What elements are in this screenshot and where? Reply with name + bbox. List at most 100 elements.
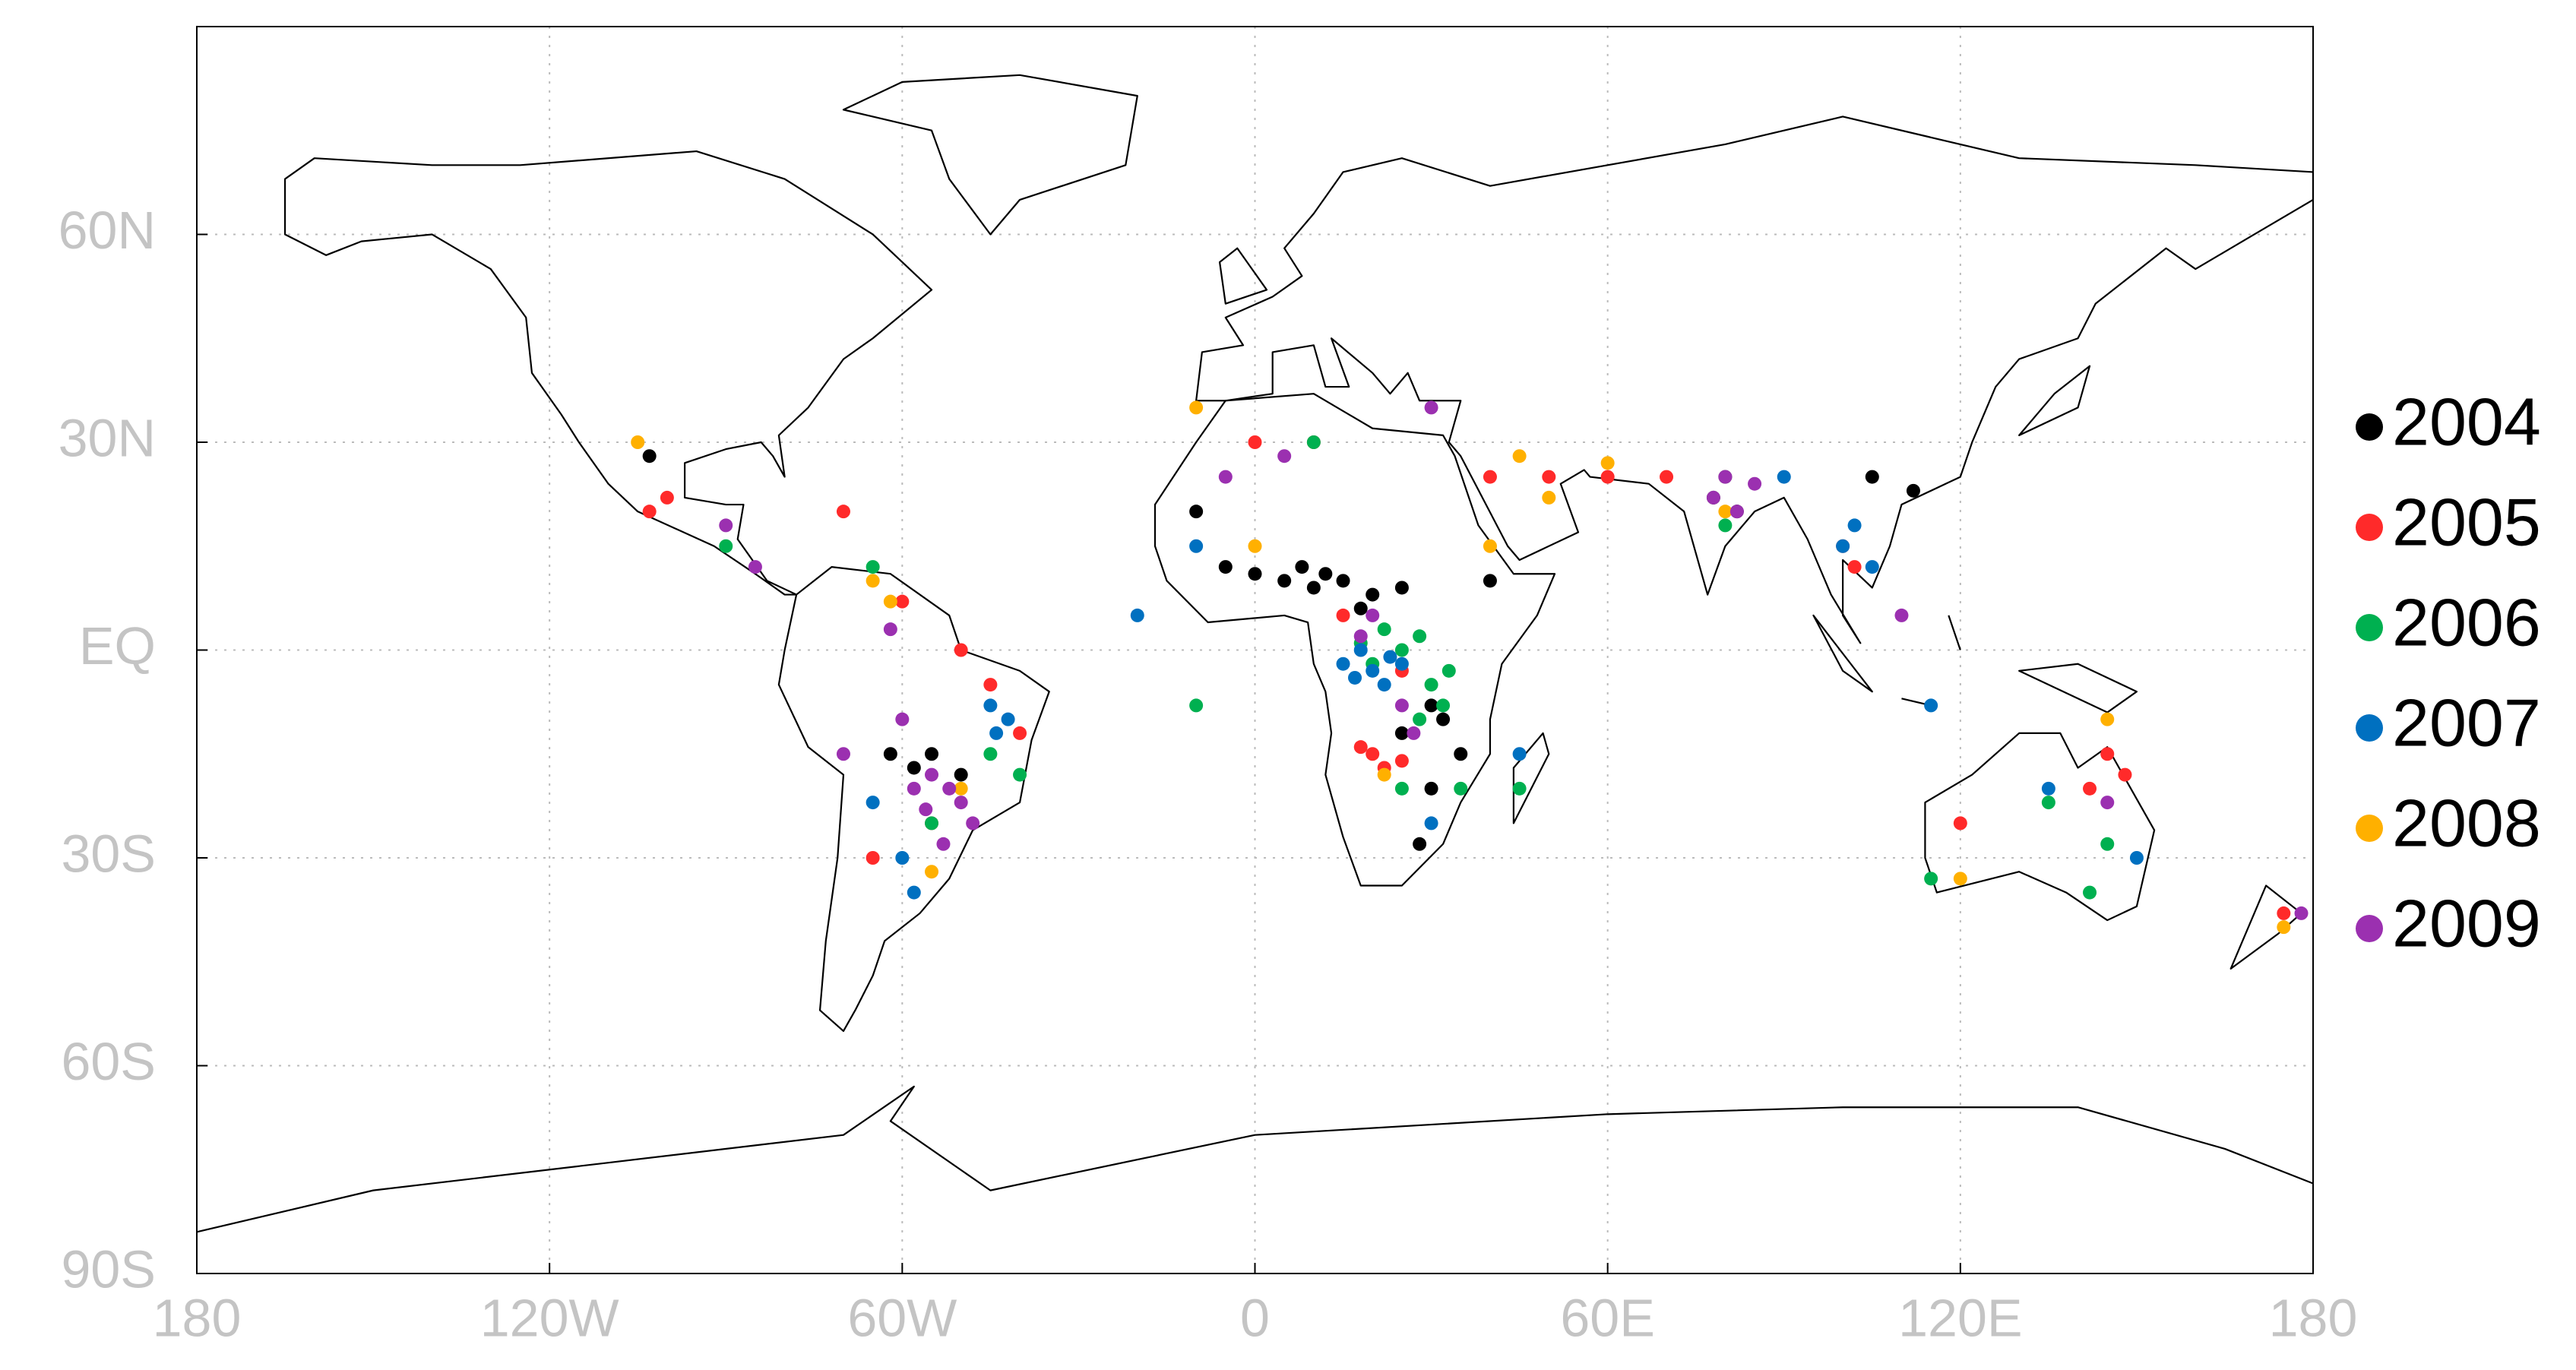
data-point (1718, 470, 1733, 484)
data-point (1366, 663, 1380, 678)
data-point (1454, 781, 1468, 796)
data-point (631, 435, 645, 449)
data-point (1894, 608, 1909, 622)
data-point (1413, 629, 1427, 644)
data-point (1718, 518, 1733, 533)
data-point (642, 449, 657, 464)
data-point (1407, 726, 1421, 740)
data-point (1512, 747, 1527, 761)
data-point (866, 851, 880, 865)
data-point (907, 885, 921, 900)
legend-marker (2356, 413, 2383, 441)
data-point (1001, 712, 1015, 726)
data-point (907, 781, 921, 796)
data-point (983, 747, 998, 761)
legend: 2004 2005 2006 2007 2008 2009 (2356, 384, 2541, 960)
data-point (883, 747, 897, 761)
legend-marker (2356, 714, 2383, 742)
data-point (895, 851, 910, 865)
data-point (2100, 712, 2115, 726)
data-point (1189, 505, 1204, 519)
data-point (1277, 449, 1292, 464)
data-point (907, 761, 921, 775)
eurasia (1196, 116, 2313, 643)
legend-marker (2356, 514, 2383, 541)
data-point (1366, 608, 1380, 622)
data-point (1600, 470, 1615, 484)
greenland (843, 75, 1138, 235)
data-point (1013, 726, 1027, 740)
data-point (1542, 490, 1556, 505)
legend-marker (2356, 815, 2383, 842)
data-point (719, 518, 733, 533)
data-point (2294, 906, 2309, 920)
data-point (954, 767, 968, 782)
y-tick-label: 60N (59, 201, 156, 260)
data-point (1394, 643, 1409, 657)
data-point (1542, 470, 1556, 484)
data-point (1353, 601, 1368, 615)
data-point (1424, 816, 1438, 831)
data-point (925, 747, 939, 761)
data-point (925, 816, 939, 831)
data-point (1394, 726, 1409, 740)
data-point (1394, 698, 1409, 713)
data-point (1865, 470, 1879, 484)
south-america (779, 567, 1049, 1031)
data-point (1600, 456, 1615, 470)
data-point (954, 643, 968, 657)
data-point (1130, 608, 1144, 622)
x-tick-label: 60E (1560, 1288, 1655, 1347)
data-point (936, 837, 951, 851)
data-point (642, 505, 657, 519)
data-point (1353, 740, 1368, 755)
legend-label: 2005 (2392, 484, 2541, 559)
data-point (1413, 712, 1427, 726)
data-point (1248, 567, 1262, 581)
data-point (866, 574, 880, 588)
data-point (1924, 698, 1938, 713)
data-point (1383, 650, 1397, 664)
points (631, 400, 2309, 935)
data-point (1424, 678, 1438, 692)
data-point (1248, 435, 1262, 449)
y-tick-label: 60S (61, 1032, 156, 1091)
data-point (1906, 483, 1920, 498)
data-point (1953, 872, 1967, 886)
data-point (1847, 560, 1862, 574)
coastlines (197, 75, 2313, 1232)
data-point (1189, 400, 1204, 415)
data-point (660, 490, 674, 505)
data-point (1865, 560, 1879, 574)
data-point (1277, 574, 1292, 588)
data-point (866, 560, 880, 574)
data-point (1394, 754, 1409, 768)
data-point (1306, 581, 1321, 595)
data-point (1189, 698, 1204, 713)
data-point (1777, 470, 1791, 484)
data-point (1729, 505, 1744, 519)
data-point (1660, 470, 1674, 484)
data-point (1424, 400, 1438, 415)
data-point (2277, 906, 2291, 920)
legend-marker (2356, 614, 2383, 641)
data-point (1295, 560, 1309, 574)
data-point (2041, 781, 2055, 796)
data-point (919, 802, 933, 817)
australia (1925, 733, 2154, 920)
data-point (2083, 885, 2097, 900)
islands (1220, 248, 2301, 969)
data-point (1306, 435, 1321, 449)
data-point (2129, 851, 2144, 865)
data-point (836, 505, 850, 519)
grid (196, 27, 2314, 1274)
data-point (1483, 574, 1497, 588)
data-point (1953, 816, 1967, 831)
data-point (1483, 539, 1497, 553)
data-point (983, 678, 998, 692)
x-tick-label: 120W (480, 1288, 619, 1347)
data-point (2277, 920, 2291, 935)
data-point (895, 712, 910, 726)
